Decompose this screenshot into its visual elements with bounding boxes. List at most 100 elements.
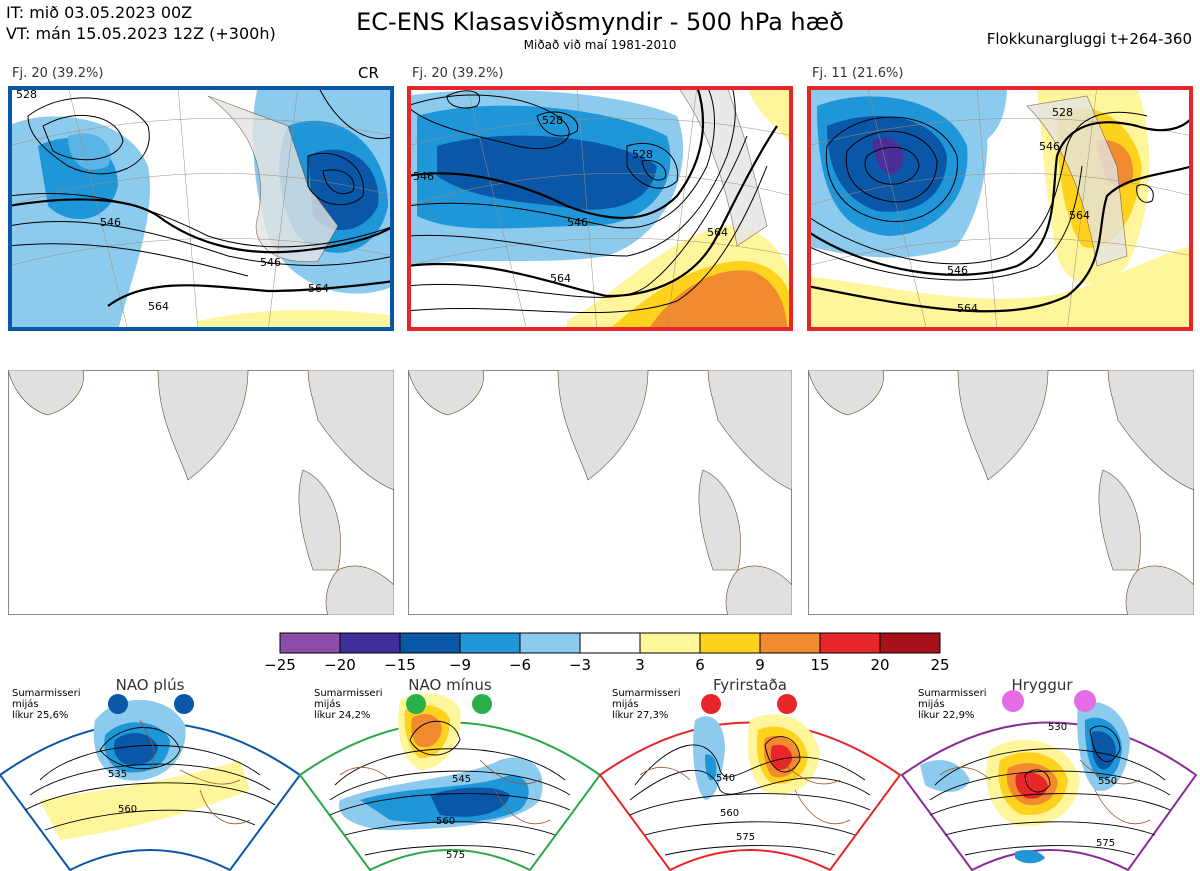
prototype-nao-minus-contour-b: 560 xyxy=(436,816,455,827)
cluster-1-contour-a: 528 xyxy=(16,88,37,101)
prototype-info-line: mijás xyxy=(314,699,341,710)
cluster-3-contour-a: 528 xyxy=(1052,106,1073,119)
cluster-3-map: 528 546 546 564 564 xyxy=(807,86,1193,331)
prototype-info-line: mijás xyxy=(918,699,945,710)
colorbar-tick-label: 25 xyxy=(930,656,950,674)
cluster-3-contour-d: 564 xyxy=(957,302,978,315)
cluster-2-label: Fj. 20 (39.2%) xyxy=(412,66,504,81)
prototype-nao-plus-dot-right xyxy=(174,694,194,714)
empty-basemap-2 xyxy=(408,370,792,615)
cluster-1-contour-e: 564 xyxy=(308,282,329,295)
classification-window: Flokkunargluggi t+264-360 xyxy=(986,30,1192,48)
colorbar-tick-label: −15 xyxy=(384,656,416,674)
prototype-fyrirstada-dot-right xyxy=(777,694,797,714)
cluster-3-contour-c: 546 xyxy=(947,264,968,277)
prototype-hryggur-contour-c: 575 xyxy=(1096,838,1115,849)
prototype-fyrirstada-map: 540 560 575 xyxy=(598,714,902,871)
prototype-info-line: líkur 25,6% xyxy=(12,710,69,721)
prototype-hryggur-dot-left xyxy=(1002,690,1024,712)
cluster-1-contour-c: 546 xyxy=(260,256,281,269)
cluster-2-contour-a: 528 xyxy=(542,114,563,127)
cluster-2-contour-f: 564 xyxy=(707,226,728,239)
colorbar-tick-label: 6 xyxy=(695,656,705,674)
prototype-info-line: Sumarmisseri xyxy=(612,688,681,699)
prototype-hryggur-map: 530 550 575 xyxy=(900,701,1198,871)
prototype-nao-minus-title: NAO mínus xyxy=(408,676,492,694)
cluster-1-map: 528 546 546 564 564 xyxy=(8,86,394,331)
cluster-3-contour-b: 546 xyxy=(1039,140,1060,153)
colorbar-swatch xyxy=(819,632,881,654)
cluster-2-contour-b: 528 xyxy=(632,148,653,161)
colorbar-ticks: −25 −20 −15 −9 −6 −3 3 6 9 15 20 25 xyxy=(260,656,960,676)
cluster-3-frame xyxy=(807,86,1193,331)
prototype-info-line: líkur 27,3% xyxy=(612,710,669,721)
colorbar: −25 −20 −15 −9 −6 −3 3 6 9 15 20 25 xyxy=(260,632,960,674)
page-title: EC-ENS Klasasviðsmyndir - 500 hPa hæð xyxy=(356,8,844,36)
cluster-1-contour-d: 564 xyxy=(148,300,169,313)
cluster-2-contour-c: 546 xyxy=(413,170,434,183)
prototype-hryggur-contour-b: 550 xyxy=(1098,776,1117,787)
prototype-info-line: mijás xyxy=(12,699,39,710)
cluster-2-map: 528 528 546 546 564 564 xyxy=(407,86,793,331)
colorbar-swatch xyxy=(579,632,641,654)
colorbar-swatch xyxy=(639,632,701,654)
prototype-info-line: Sumarmisseri xyxy=(12,688,81,699)
cluster-2-contour-e: 564 xyxy=(550,272,571,285)
colorbar-swatch xyxy=(279,632,341,654)
prototype-nao-plus-map: 535 560 xyxy=(0,699,302,871)
colorbar-swatches xyxy=(279,632,941,654)
cluster-1-frame xyxy=(8,86,394,331)
colorbar-tick-label: 3 xyxy=(635,656,645,674)
cluster-1-label: Fj. 20 (39.2%) xyxy=(12,66,104,81)
prototype-nao-plus-info: Sumarmisseri mijás líkur 25,6% xyxy=(12,688,80,721)
colorbar-tick-label: 9 xyxy=(755,656,765,674)
prototype-info-line: líkur 24,2% xyxy=(314,710,371,721)
colorbar-swatch xyxy=(339,632,401,654)
colorbar-swatch xyxy=(879,632,941,654)
cluster-3-contour-e: 564 xyxy=(1069,209,1090,222)
cluster-3-label: Fj. 11 (21.6%) xyxy=(812,66,904,81)
prototype-fyrirstada-info: Sumarmisseri mijás líkur 27,3% xyxy=(612,688,680,721)
colorbar-swatch xyxy=(519,632,581,654)
empty-basemap-1 xyxy=(8,370,394,615)
prototype-fyrirstada-title: Fyrirstaða xyxy=(713,676,787,694)
colorbar-tick-label: −20 xyxy=(324,656,356,674)
prototype-nao-minus-contour-a: 545 xyxy=(452,774,471,785)
prototype-fyrirstada-dot-left xyxy=(701,694,721,714)
colorbar-tick-label: −9 xyxy=(448,656,472,674)
colorbar-tick-label: −6 xyxy=(508,656,532,674)
prototype-fyrirstada-contour-b: 560 xyxy=(720,808,739,819)
header-info: IT: mið 03.05.2023 00Z VT: mán 15.05.202… xyxy=(6,2,276,44)
prototype-nao-minus-contour-c: 575 xyxy=(446,850,465,861)
colorbar-swatch xyxy=(459,632,521,654)
cluster-1-contour-b: 546 xyxy=(100,216,121,229)
prototype-fyrirstada-contour-a: 540 xyxy=(716,773,735,784)
prototype-nao-plus-title: NAO plús xyxy=(115,676,185,694)
prototype-nao-minus-info: Sumarmisseri mijás líkur 24,2% xyxy=(314,688,382,721)
prototype-info-line: líkur 22,9% xyxy=(918,710,975,721)
prototype-nao-plus-contour-b: 560 xyxy=(118,804,137,815)
colorbar-swatch xyxy=(399,632,461,654)
cluster-1-cr-label: CR xyxy=(358,64,379,82)
prototype-nao-plus-contour-a: 535 xyxy=(108,769,127,780)
prototype-info-line: mijás xyxy=(612,699,639,710)
page-subtitle: Miðað við maí 1981-2010 xyxy=(523,38,677,52)
valid-time: VT: mán 15.05.2023 12Z (+300h) xyxy=(6,24,276,43)
prototype-hryggur-contour-a: 530 xyxy=(1048,722,1067,733)
prototype-maps: 535 560 545 560 575 xyxy=(0,693,1198,871)
cluster-2-frame xyxy=(407,86,793,331)
colorbar-swatch xyxy=(759,632,821,654)
prototype-nao-minus-dot-left xyxy=(406,694,426,714)
colorbar-tick-label: 20 xyxy=(870,656,890,674)
prototype-info-line: Sumarmisseri xyxy=(918,688,987,699)
cluster-2-contour-d: 546 xyxy=(567,216,588,229)
colorbar-tick-label: 15 xyxy=(810,656,830,674)
prototype-fyrirstada-contour-c: 575 xyxy=(736,832,755,843)
prototype-info-line: Sumarmisseri xyxy=(314,688,383,699)
empty-basemap-3 xyxy=(808,370,1194,615)
prototype-nao-plus-dot-left xyxy=(108,694,128,714)
prototype-hryggur-dot-right xyxy=(1074,690,1096,712)
prototype-nao-minus-dot-right xyxy=(472,694,492,714)
init-time: IT: mið 03.05.2023 00Z xyxy=(6,3,193,22)
prototype-hryggur-info: Sumarmisseri mijás líkur 22,9% xyxy=(918,688,986,721)
